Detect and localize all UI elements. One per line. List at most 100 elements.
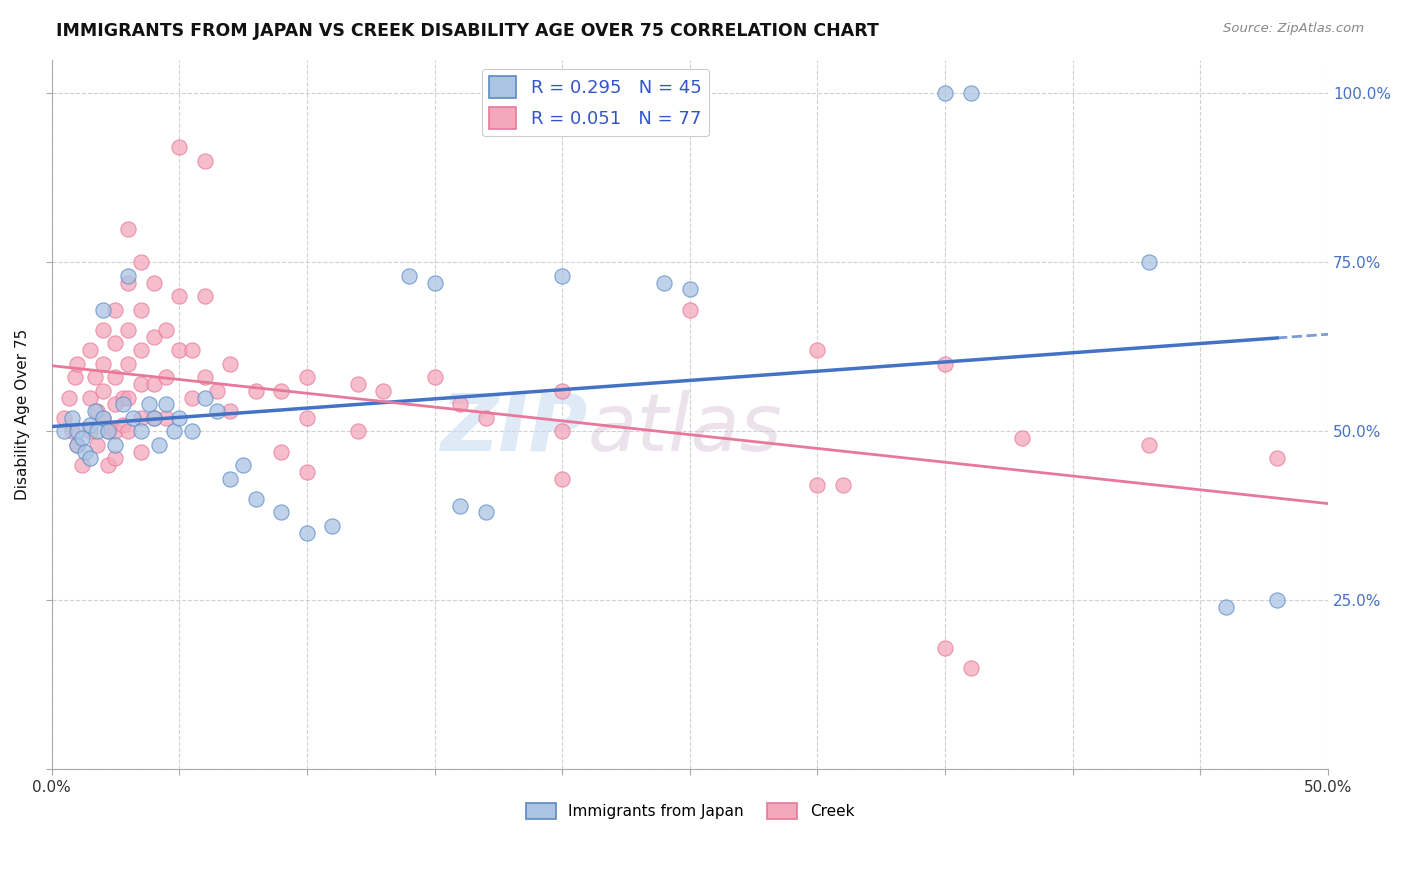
Point: [270, 506, 292, 520]
Point: [155, 370, 177, 384]
Point: [97, 458, 120, 472]
Point: [73, 444, 96, 458]
Point: [449, 397, 471, 411]
Point: [194, 370, 217, 384]
Point: [117, 425, 139, 439]
Point: [474, 410, 496, 425]
Point: [934, 87, 956, 101]
Point: [232, 458, 254, 472]
Point: [91, 410, 114, 425]
Point: [245, 491, 267, 506]
Text: IMMIGRANTS FROM JAPAN VS CREEK DISABILITY AGE OVER 75 CORRELATION CHART: IMMIGRANTS FROM JAPAN VS CREEK DISABILIT…: [56, 22, 879, 40]
Point: [194, 289, 217, 303]
Text: atlas: atlas: [588, 390, 783, 467]
Point: [58, 391, 80, 405]
Point: [959, 87, 981, 101]
Point: [129, 377, 152, 392]
Point: [148, 438, 170, 452]
Point: [60, 410, 83, 425]
Point: [194, 391, 217, 405]
Point: [117, 323, 139, 337]
Point: [129, 302, 152, 317]
Point: [245, 384, 267, 398]
Point: [449, 499, 471, 513]
Point: [129, 255, 152, 269]
Point: [167, 289, 190, 303]
Point: [79, 451, 101, 466]
Point: [117, 391, 139, 405]
Point: [959, 661, 981, 675]
Point: [167, 410, 190, 425]
Point: [194, 153, 217, 168]
Point: [104, 370, 127, 384]
Point: [1265, 451, 1288, 466]
Point: [423, 370, 446, 384]
Point: [551, 384, 574, 398]
Point: [111, 417, 134, 432]
Point: [934, 640, 956, 655]
Point: [53, 410, 76, 425]
Point: [181, 391, 204, 405]
Point: [122, 410, 145, 425]
Point: [207, 384, 229, 398]
Point: [104, 451, 127, 466]
Point: [321, 519, 343, 533]
Point: [66, 357, 89, 371]
Point: [155, 323, 177, 337]
Text: Source: ZipAtlas.com: Source: ZipAtlas.com: [1223, 22, 1364, 36]
Point: [104, 397, 127, 411]
Point: [91, 302, 114, 317]
Point: [295, 465, 318, 479]
Point: [97, 425, 120, 439]
Point: [219, 404, 242, 418]
Point: [117, 221, 139, 235]
Point: [86, 404, 108, 418]
Point: [347, 425, 370, 439]
Point: [129, 425, 152, 439]
Point: [63, 370, 86, 384]
Point: [91, 410, 114, 425]
Point: [117, 357, 139, 371]
Point: [181, 343, 204, 358]
Point: [1139, 255, 1161, 269]
Point: [53, 425, 76, 439]
Point: [79, 343, 101, 358]
Point: [207, 404, 229, 418]
Point: [129, 410, 152, 425]
Point: [679, 302, 702, 317]
Point: [181, 425, 204, 439]
Point: [219, 357, 242, 371]
Point: [104, 336, 127, 351]
Point: [138, 397, 160, 411]
Point: [270, 444, 292, 458]
Point: [79, 417, 101, 432]
Point: [104, 302, 127, 317]
Point: [104, 425, 127, 439]
Point: [934, 357, 956, 371]
Point: [270, 384, 292, 398]
Point: [91, 384, 114, 398]
Point: [91, 357, 114, 371]
Point: [1215, 600, 1237, 615]
Point: [679, 282, 702, 296]
Point: [806, 343, 828, 358]
Point: [1011, 431, 1033, 445]
Point: [111, 397, 134, 411]
Point: [97, 425, 120, 439]
Point: [398, 268, 420, 283]
Point: [295, 370, 318, 384]
Point: [551, 268, 574, 283]
Point: [806, 478, 828, 492]
Point: [142, 377, 165, 392]
Point: [474, 506, 496, 520]
Point: [104, 438, 127, 452]
Point: [60, 425, 83, 439]
Point: [551, 472, 574, 486]
Point: [1265, 593, 1288, 607]
Point: [167, 140, 190, 154]
Point: [167, 343, 190, 358]
Point: [347, 377, 370, 392]
Point: [129, 444, 152, 458]
Point: [79, 391, 101, 405]
Point: [142, 329, 165, 343]
